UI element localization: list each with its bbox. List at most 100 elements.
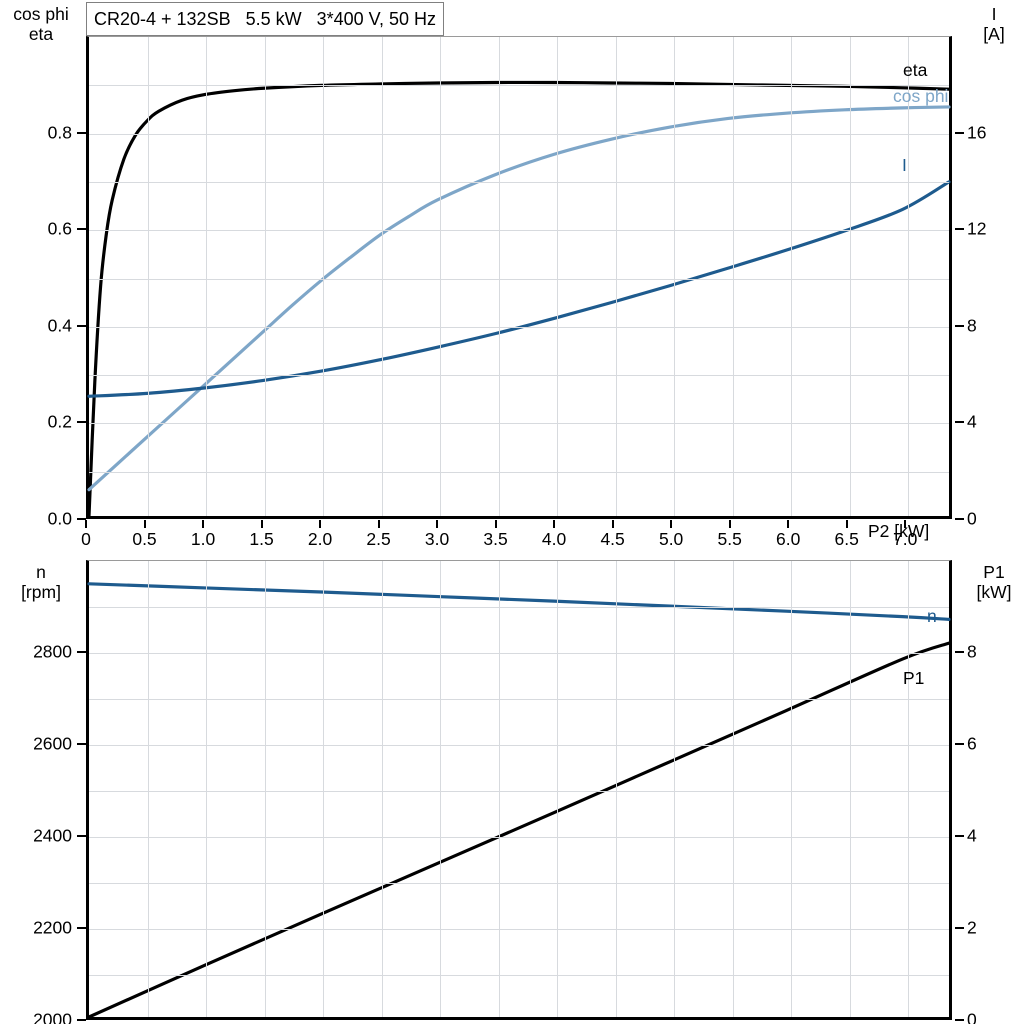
y-right-tickmark <box>955 743 964 745</box>
x-tickmark <box>670 520 673 528</box>
gridline-vertical <box>615 37 617 516</box>
x-tickmark <box>319 520 322 528</box>
y-left-tick-label: 0.0 <box>47 508 72 529</box>
gridline-vertical <box>908 37 910 516</box>
x-tickmark <box>787 520 790 528</box>
top-y-right-axis-title: I [A] <box>983 4 1005 45</box>
x-tickmark <box>611 520 614 528</box>
curve-P1 <box>87 641 951 1019</box>
y-left-tick-label: 0.8 <box>47 121 72 142</box>
y-left-tickmark <box>77 131 86 134</box>
gridline-horizontal <box>89 278 949 280</box>
y-right-tick-label: 4 <box>967 825 977 846</box>
x-tick-label: 5.0 <box>658 529 684 549</box>
x-tick-label: 1.5 <box>249 529 274 549</box>
gridline-horizontal <box>89 230 949 232</box>
gridline-horizontal <box>89 653 949 654</box>
x-tick-label: 3.5 <box>483 529 508 549</box>
y-right-tickmark <box>955 927 964 929</box>
x-tick-label: 0.5 <box>132 529 157 549</box>
curve-label-P1: P1 <box>903 668 925 688</box>
gridline-horizontal <box>89 326 949 328</box>
x-tickmark <box>728 520 731 528</box>
curve-label-eta: eta <box>903 60 928 80</box>
y-right-tickmark <box>955 131 964 134</box>
gridline-horizontal <box>89 699 949 700</box>
y-right-tick-label: 0 <box>967 1009 977 1024</box>
x-tickmark <box>494 520 497 528</box>
x-tickmark <box>436 520 439 528</box>
y-right-tickmark <box>955 651 964 653</box>
y-right-tick-label: 16 <box>967 121 987 142</box>
gridline-horizontal <box>89 837 949 838</box>
gridline-vertical <box>147 561 149 1017</box>
y-right-tickmark <box>955 1019 964 1021</box>
y-right-tickmark <box>955 421 964 424</box>
curve-label-I: I <box>902 155 907 175</box>
curve-I <box>87 180 951 398</box>
x-tickmark <box>260 520 263 528</box>
gridline-horizontal <box>89 929 949 930</box>
bottom-curves <box>87 582 951 1019</box>
x-tickmark <box>904 520 907 528</box>
x-tickmark <box>85 520 87 528</box>
gridline-vertical <box>440 37 442 516</box>
gridline-vertical <box>147 37 149 516</box>
gridline-vertical <box>615 561 617 1017</box>
bottom-plot-area <box>86 560 952 1020</box>
gridline-vertical <box>381 37 383 516</box>
y-left-tickmark <box>77 421 86 424</box>
gridline-vertical <box>674 561 676 1017</box>
gridline-vertical <box>440 561 442 1017</box>
gridline-vertical <box>323 561 325 1017</box>
gridline-vertical <box>732 37 734 516</box>
y-right-tickmark <box>955 324 964 327</box>
gridline-vertical <box>557 561 559 1017</box>
top-y-left-axis-title: cos phi eta <box>13 4 69 45</box>
y-left-tick-label: 0.4 <box>47 315 72 336</box>
y-left-tickmark <box>77 228 86 231</box>
gridline-horizontal <box>89 975 949 976</box>
y-left-tickmark <box>77 743 86 745</box>
gridline-horizontal <box>89 883 949 884</box>
y-right-tickmark <box>955 835 964 837</box>
gridline-vertical <box>323 37 325 516</box>
gridline-horizontal <box>89 791 949 792</box>
x-tick-label: 6.0 <box>775 529 801 549</box>
bottom-y-left-axis-title: n [rpm] <box>21 562 61 603</box>
gridline-vertical <box>674 37 676 516</box>
y-left-tickmark <box>77 1019 86 1021</box>
x-tick-label: 2.5 <box>366 529 391 549</box>
y-left-tickmark <box>77 835 86 837</box>
gridline-horizontal <box>89 181 949 183</box>
y-left-tick-label: 2600 <box>33 733 72 754</box>
gridline-vertical <box>557 37 559 516</box>
gridline-vertical <box>791 37 793 516</box>
gridline-vertical <box>732 561 734 1017</box>
x-tick-label: 6.5 <box>834 529 859 549</box>
gridline-vertical <box>908 561 910 1017</box>
curve-label-cos-phi: cos phi <box>893 86 949 106</box>
x-tickmark <box>143 520 146 528</box>
gridline-horizontal <box>89 423 949 425</box>
y-left-tick-label: 2800 <box>33 641 72 662</box>
x-tick-label: 4.0 <box>541 529 567 549</box>
curve-n <box>87 582 951 621</box>
gridline-vertical <box>206 37 207 516</box>
y-left-tickmark <box>77 518 86 520</box>
top-curves <box>87 80 951 518</box>
bottom-chart: n [rpm] P1 [kW] 2000 2200 2400 2600 2800 0 2 4 6… <box>0 548 1024 1024</box>
y-right-tick-label: 8 <box>967 315 977 336</box>
y-right-tick-label: 8 <box>967 641 977 662</box>
top-chart: CR20-4 + 132SB 5.5 kW 3*400 V, 50 Hz cos… <box>13 2 1005 548</box>
y-right-tick-label: 4 <box>967 411 977 432</box>
x-tick-label: 0 <box>81 529 91 549</box>
x-tickmark <box>377 520 380 528</box>
y-left-tick-label: 2200 <box>33 917 72 938</box>
x-tick-label: 5.5 <box>717 529 742 549</box>
y-right-tick-label: 6 <box>967 733 977 754</box>
x-tickmark <box>845 520 848 528</box>
gridline-horizontal <box>89 607 949 608</box>
gridline-horizontal <box>89 745 949 746</box>
